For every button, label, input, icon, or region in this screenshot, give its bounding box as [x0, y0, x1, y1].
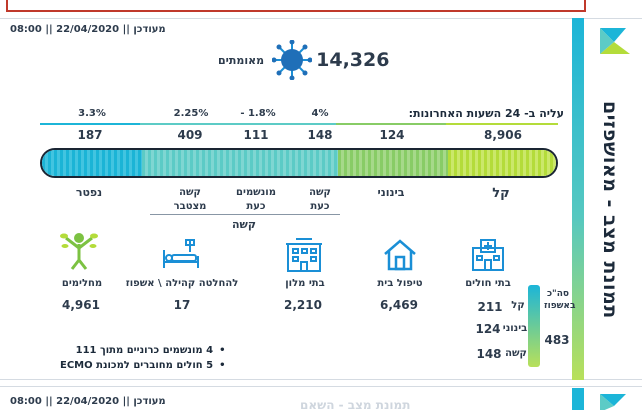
hospital-icon [472, 239, 504, 271]
hospital-moderate-value: 124 [475, 322, 501, 336]
page-title: תמונת מצב - מאושפזים [599, 101, 621, 319]
confirmed-summary: מאומתים 14,326 [218, 40, 389, 80]
count-dead: 187 [77, 128, 103, 142]
community-label: להחלטה קהילה \ אשפוז [125, 278, 239, 289]
recovered-person-icon [60, 233, 98, 270]
ministry-logo-icon [600, 28, 630, 54]
count-severe-now: 148 [307, 128, 333, 142]
hotel-building-icon [286, 238, 322, 272]
pct-ventilated: - 1.8% [240, 108, 276, 119]
next-card-timestamp: מעודכן || 22/04/2020 || 08:00 [10, 396, 166, 407]
next-card-band [572, 388, 584, 410]
hospital-severe-value: 148 [476, 347, 502, 361]
pct-severe-now: 4% [311, 108, 329, 119]
underline-light [446, 123, 558, 125]
hotels-value: 2,210 [284, 298, 322, 312]
hospital-bed-icon [163, 239, 199, 268]
count-ventilated: 111 [243, 128, 269, 142]
bar-segment-dead [42, 150, 142, 176]
top-strip [0, 0, 642, 16]
hotels-label: בתי מלון [285, 278, 325, 289]
pct-severe-cumulative: 2.25% [173, 108, 209, 119]
bar-segment-light [448, 150, 556, 176]
note-item: 4 מונשמים כרוניים מתוך 111 [60, 345, 226, 356]
virus-icon [272, 40, 313, 80]
hospital-total-label: סה"כ באשפוז [544, 289, 576, 311]
next-card [0, 386, 642, 410]
bar-segment-moderate [338, 150, 448, 176]
cat-dead: נפטר [75, 186, 103, 199]
pct-dead: 3.3% [78, 108, 106, 119]
community-value: 17 [173, 298, 191, 312]
hospital-light-value: 211 [477, 300, 503, 314]
underline-dead [40, 123, 140, 125]
hospital-severe-label: קשה [505, 348, 527, 359]
count-light: 8,906 [484, 128, 522, 142]
previous-card-edge [6, 0, 586, 12]
hospitals-label: בתי חולים [465, 278, 511, 289]
cat-severe-group: קשה [232, 218, 256, 231]
hospital-light-label: קל [511, 300, 525, 311]
rise-24h-title: עליה ב- 24 השעות האחרונות: [408, 107, 564, 120]
side-gradient-band [572, 18, 584, 380]
severity-bar [40, 148, 558, 178]
cat-light: קל [492, 186, 510, 201]
underline-moderate [336, 123, 446, 125]
cat-ventilated: מונשמים כעת [236, 187, 276, 212]
home-icon [384, 239, 416, 271]
hospital-total-band [528, 285, 540, 367]
hospital-total-value: 483 [544, 333, 570, 347]
recovered-value: 4,961 [62, 298, 100, 312]
severe-group-bracket [150, 214, 340, 215]
ministry-logo-icon [600, 394, 626, 410]
bar-segment-severe [142, 150, 338, 176]
update-timestamp: מעודכן || 22/04/2020 || 08:00 [10, 24, 166, 35]
count-severe-cumulative: 409 [177, 128, 203, 142]
underline-severe [140, 123, 336, 125]
next-card-title: תמונת מצב - השאם [300, 398, 411, 410]
confirmed-value: 14,326 [316, 49, 390, 71]
cat-severe-cumulative: קשה מצטבר [173, 187, 207, 212]
cat-severe-now: קשה כעת [309, 187, 331, 212]
confirmed-label: מאומתים [218, 53, 265, 67]
recovered-label: מחלימים [61, 278, 103, 289]
note-item: 5 חולים מחוברים למכונת ECMO [60, 360, 226, 371]
cat-moderate: בינוני [377, 186, 405, 199]
home-care-value: 6,469 [380, 298, 418, 312]
count-moderate: 124 [379, 128, 405, 142]
notes-list: 4 מונשמים כרוניים מתוך 111 5 חולים מחובר… [60, 345, 226, 375]
home-care-label: טיפול בית [377, 278, 423, 289]
hospital-moderate-label: בינוני [502, 323, 528, 334]
